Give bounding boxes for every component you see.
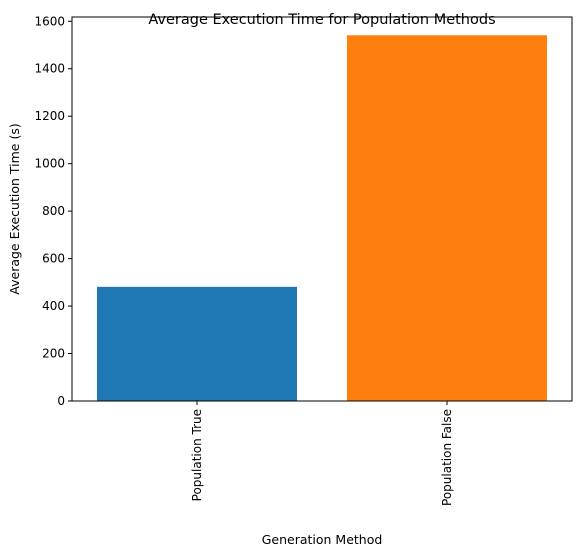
x-axis-label: Generation Method bbox=[262, 532, 383, 547]
y-tick-label: 1600 bbox=[34, 14, 65, 28]
y-tick-label: 0 bbox=[57, 394, 65, 408]
y-tick-label: 800 bbox=[42, 204, 65, 218]
bar-population-false bbox=[347, 35, 547, 401]
y-tick-label: 1400 bbox=[34, 62, 65, 76]
y-tick-label: 200 bbox=[42, 347, 65, 361]
x-axis: Population True Population False bbox=[190, 401, 454, 506]
y-tick-label: 1200 bbox=[34, 109, 65, 123]
y-axis-label: Average Execution Time (s) bbox=[7, 123, 22, 294]
y-tick-label: 600 bbox=[42, 252, 65, 266]
x-tick-label: Population True bbox=[190, 409, 204, 501]
y-tick-label: 400 bbox=[42, 299, 65, 313]
bars-group bbox=[97, 35, 547, 401]
plot-frame bbox=[71, 16, 573, 402]
x-tick-label: Population False bbox=[440, 409, 454, 506]
y-tick-label: 1000 bbox=[34, 157, 65, 171]
y-axis: 0 200 400 600 800 1000 1200 1400 1600 bbox=[34, 14, 72, 408]
chart-title: Average Execution Time for Population Me… bbox=[148, 12, 495, 28]
bar-population-true bbox=[97, 286, 297, 401]
